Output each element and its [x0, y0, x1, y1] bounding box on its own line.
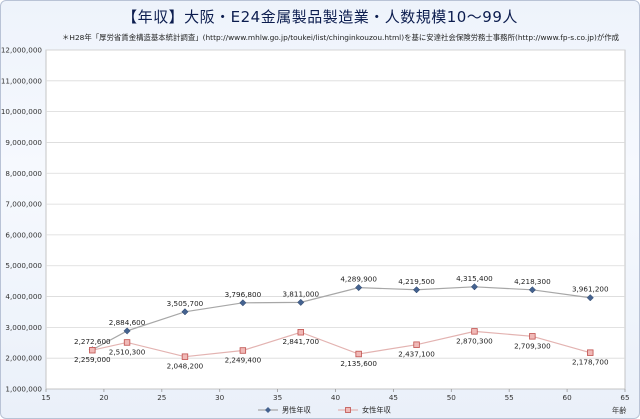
series-line — [92, 330, 591, 358]
data-point — [181, 353, 189, 360]
x-tick-label: 30 — [215, 393, 225, 402]
x-tick-label: 45 — [389, 393, 398, 402]
data-point — [297, 329, 304, 336]
data-point — [89, 346, 96, 354]
data-point — [239, 347, 247, 354]
legend: 男性年収 女性年収 — [258, 406, 391, 415]
data-point — [123, 339, 131, 346]
y-tick-label: 6,000,000 — [5, 230, 42, 239]
y-tick-label: 4,000,000 — [5, 292, 42, 301]
chart-title: 【年収】大阪・E24金属製品製造業・人数規模10～99人 — [122, 8, 518, 26]
y-tick-label: 5,000,000 — [5, 261, 42, 270]
data-label: 2,178,700 — [572, 358, 609, 367]
y-axis-ticks: 1,000,000 2,000,000 3,000,000 4,000,000 5,00… — [1, 46, 43, 394]
data-point — [471, 328, 478, 335]
y-tick-label: 12,000,000 — [1, 46, 43, 55]
y-tick-label: 1,000,000 — [5, 385, 42, 394]
data-label: 2,884,600 — [109, 318, 146, 327]
data-point — [239, 299, 247, 307]
data-point — [413, 286, 421, 294]
data-point — [587, 349, 594, 356]
data-point — [123, 327, 131, 335]
x-tick-label: 65 — [620, 393, 629, 402]
y-tick-label: 10,000,000 — [1, 107, 43, 116]
x-tick-label: 25 — [157, 393, 166, 402]
data-point — [528, 286, 536, 294]
data-label: 2,841,700 — [282, 337, 319, 346]
data-label: 3,961,200 — [572, 285, 609, 294]
data-label: 2,709,300 — [514, 341, 551, 350]
data-label: 2,249,400 — [225, 355, 262, 364]
data-label: 3,796,800 — [225, 290, 262, 299]
data-label: 3,811,000 — [282, 289, 319, 298]
data-point — [470, 283, 479, 291]
data-point — [586, 294, 594, 302]
legend-marker — [345, 407, 351, 413]
chart-source-note: ＊H28年「厚労省賃金構造基本統計調査」(http://www.mhlw.go.… — [62, 33, 620, 42]
series-line — [92, 286, 591, 351]
x-tick-label: 50 — [447, 393, 457, 402]
y-tick-label: 11,000,000 — [1, 76, 43, 85]
data-label: 4,218,300 — [514, 277, 551, 286]
legend-label: 男性年収 — [282, 406, 311, 415]
x-tick-label: 55 — [505, 393, 514, 402]
data-label: 2,259,000 — [74, 355, 111, 364]
data-point — [297, 298, 305, 306]
data-label: 4,289,900 — [340, 275, 377, 284]
data-point — [413, 341, 420, 348]
data-label: 4,219,500 — [398, 277, 435, 286]
x-axis-label: 年齢 — [612, 406, 626, 415]
x-tick-label: 20 — [99, 393, 109, 402]
data-label: 2,510,300 — [109, 347, 146, 356]
data-point — [181, 308, 189, 316]
data-label: 2,437,100 — [398, 350, 435, 359]
x-tick-label: 40 — [331, 393, 341, 402]
data-point — [355, 350, 362, 358]
y-tick-label: 2,000,000 — [5, 354, 42, 363]
data-label: 2,870,300 — [456, 336, 493, 345]
data-series: 2,272,600 2,884,600 3,505,700 3,796,800 3,81… — [74, 274, 609, 371]
y-tick-label: 3,000,000 — [5, 323, 42, 332]
x-tick-label: 35 — [273, 393, 282, 402]
data-label: 3,505,700 — [167, 299, 204, 308]
legend-label: 女性年収 — [362, 406, 391, 415]
data-label: 2,135,600 — [340, 359, 377, 368]
data-point — [529, 333, 536, 340]
data-label: 2,272,600 — [74, 337, 111, 346]
data-point — [355, 284, 363, 292]
x-tick-label: 60 — [563, 393, 573, 402]
y-tick-label: 8,000,000 — [5, 169, 42, 178]
grid-lines — [46, 49, 625, 359]
legend-marker — [265, 407, 271, 413]
data-label: 2,048,200 — [167, 362, 204, 371]
plot-area — [45, 49, 626, 390]
data-label: 4,315,400 — [456, 274, 493, 283]
x-tick-label: 15 — [41, 393, 50, 402]
y-tick-label: 7,000,000 — [5, 200, 42, 209]
x-axis-ticks: 15 20 25 30 35 40 45 50 55 60 65 — [41, 389, 630, 402]
y-tick-label: 9,000,000 — [5, 138, 42, 147]
series-male: 2,272,600 2,884,600 3,505,700 3,796,800 3,81… — [74, 274, 609, 354]
